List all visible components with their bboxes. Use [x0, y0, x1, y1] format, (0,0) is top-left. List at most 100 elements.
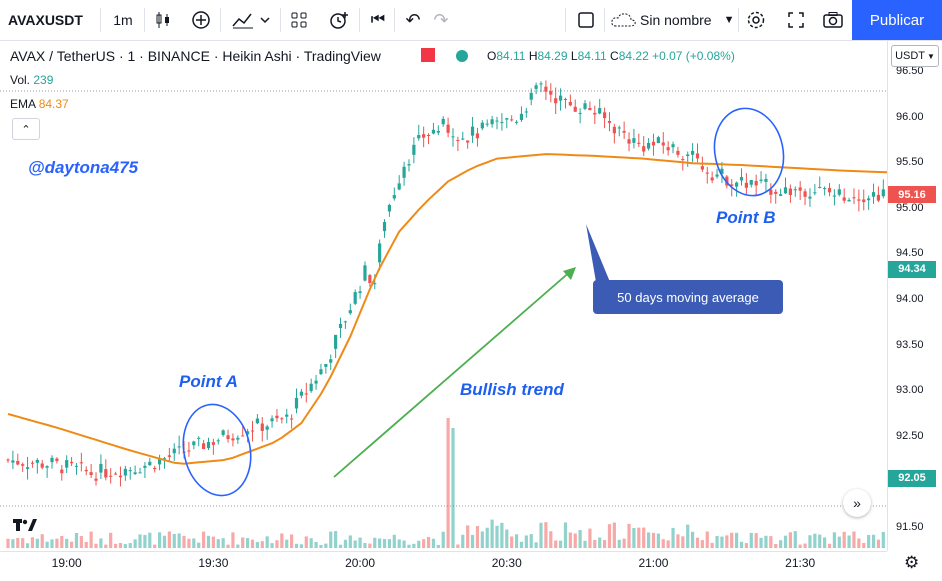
candle-body: [505, 118, 509, 120]
candle-body: [309, 383, 313, 392]
volume-bar: [202, 531, 206, 548]
candle-body: [6, 459, 10, 461]
toolbar-divider: [394, 8, 395, 32]
candle-body: [691, 150, 695, 155]
high-value: 84.29: [537, 49, 568, 63]
volume-bar: [241, 537, 245, 548]
volume-bar: [646, 532, 651, 548]
candle-body: [143, 465, 147, 468]
volume-bar: [842, 531, 846, 548]
volume-bar: [314, 541, 318, 548]
candles-style-icon[interactable]: [148, 0, 178, 40]
fullscreen-icon[interactable]: [782, 0, 810, 40]
candle-body: [495, 120, 499, 122]
volume-bar: [211, 536, 215, 548]
candle-body: [211, 442, 215, 445]
cloud-icon: [611, 13, 636, 27]
candle-body: [153, 467, 157, 470]
candle-body: [671, 144, 675, 148]
volume-bar: [192, 538, 196, 548]
volume-bar: [583, 540, 587, 548]
candle-body: [397, 183, 401, 190]
layout-name-button[interactable]: Sin nombre ▼: [610, 0, 740, 40]
candle-body: [250, 430, 255, 432]
price-chart[interactable]: [0, 41, 887, 551]
candle-body: [412, 144, 416, 155]
replay-icon[interactable]: ⏮: [370, 11, 386, 28]
volume-bar: [290, 534, 294, 548]
volume-bar: [632, 527, 636, 548]
volume-bar: [637, 527, 641, 548]
indicators-icon[interactable]: [226, 0, 276, 40]
candle-body: [241, 435, 245, 437]
volume-bar: [382, 538, 387, 548]
candle-body: [334, 334, 338, 349]
candle-body: [549, 91, 553, 95]
volume-bar: [788, 532, 792, 548]
candle-body: [827, 188, 832, 193]
volume-bar: [661, 539, 665, 548]
time-tick-label: 21:30: [785, 556, 816, 570]
candle-body: [744, 182, 748, 188]
volume-bar: [485, 527, 489, 548]
volume-bar: [280, 533, 284, 548]
candle-body: [417, 135, 421, 139]
candle-body: [299, 391, 303, 396]
volume-bar: [128, 543, 132, 548]
layout-grid-icon[interactable]: [285, 0, 313, 40]
chart-settings-gear-icon[interactable]: ⚙: [904, 553, 920, 572]
volume-bar: [363, 542, 367, 548]
undo-icon[interactable]: ↶: [405, 9, 421, 30]
candle-body: [622, 130, 626, 133]
volume-bar: [793, 531, 797, 548]
candle-body: [65, 460, 69, 468]
volume-bar: [431, 538, 436, 548]
candle-body: [715, 174, 719, 177]
gear-icon[interactable]: [742, 0, 770, 40]
volume-bar: [607, 524, 612, 548]
ema-legend: EMA 84.37: [10, 97, 69, 111]
toolbar-divider: [359, 8, 360, 32]
volume-bar: [265, 536, 269, 548]
interval-button[interactable]: 1m: [113, 12, 133, 28]
time-axis[interactable]: 19:00 19:30 20:00 20:30 21:00 21:30: [0, 551, 887, 581]
fullscreen-square-icon[interactable]: [572, 0, 600, 40]
add-indicator-icon[interactable]: [186, 0, 216, 40]
candle-body: [441, 118, 445, 125]
volume-bar: [69, 541, 74, 548]
redo-icon[interactable]: ↷: [433, 9, 449, 30]
volume-bar: [275, 540, 279, 548]
candle-body: [695, 153, 700, 159]
volume-bar: [373, 537, 377, 548]
volume-bar: [539, 522, 543, 548]
collapse-legend-button[interactable]: ⌃: [12, 118, 40, 140]
scroll-to-realtime-button[interactable]: »: [843, 489, 871, 517]
volume-bar: [378, 538, 382, 548]
candle-body: [133, 472, 137, 475]
symbol-search-button[interactable]: AVAXUSDT: [8, 12, 83, 28]
volume-bar: [612, 522, 616, 548]
candle-body: [573, 106, 577, 112]
alert-clock-icon[interactable]: [323, 0, 355, 40]
flag-icon[interactable]: [421, 48, 435, 62]
time-tick-label: 19:30: [198, 556, 229, 570]
volume-bar: [387, 539, 392, 548]
low-label: L: [570, 49, 578, 63]
currency-select[interactable]: USDT ▼: [891, 45, 939, 67]
candle-body: [852, 197, 856, 199]
currency-label: USDT: [895, 50, 926, 62]
publish-button[interactable]: Publicar: [852, 0, 942, 40]
price-axis[interactable]: 96.50 96.00 95.50 95.00 94.50 94.00 93.50 93.00…: [887, 41, 942, 551]
candle-body: [710, 177, 714, 181]
top-toolbar: AVAXUSDT 1m ⏮ ↶ ↷ Sin nombre ▼ Publicar: [0, 0, 942, 41]
volume-bar: [113, 543, 118, 548]
high-label: H: [528, 49, 538, 63]
candle-body: [148, 461, 152, 466]
candle-body: [104, 469, 108, 478]
candle-body: [338, 323, 343, 329]
market-status-icon: [456, 50, 468, 62]
camera-icon[interactable]: [818, 0, 848, 40]
legend-title: AVAX / TetherUS · 1 · BINANCE · Heikin A…: [10, 48, 381, 64]
volume-bar: [65, 538, 69, 548]
volume-bar: [123, 544, 127, 548]
